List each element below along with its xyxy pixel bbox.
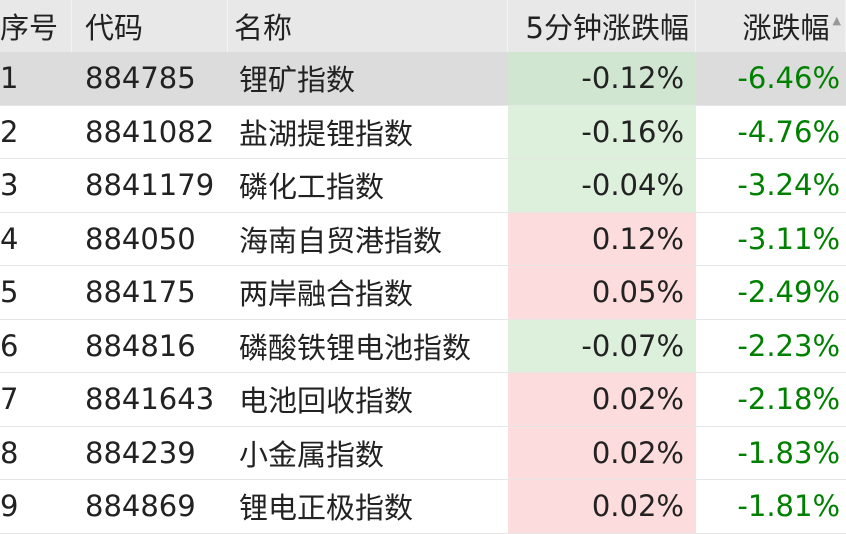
table-row[interactable]: 7 8841643 电池回收指数 0.02% -2.18% <box>0 373 846 427</box>
row-change-5min: 0.05% <box>508 266 696 320</box>
row-code: 8841082 <box>72 106 228 159</box>
row-change-5min: -0.16% <box>508 105 696 159</box>
row-name: 盐湖提锂指数 <box>228 106 508 159</box>
row-change: -1.83% <box>696 427 846 480</box>
row-index: 8 <box>0 427 72 480</box>
header-name[interactable]: 名称 <box>228 0 508 52</box>
row-index: 4 <box>0 213 72 266</box>
row-name: 锂矿指数 <box>228 52 508 106</box>
row-name: 小金属指数 <box>228 427 508 480</box>
row-change: -2.23% <box>696 320 846 373</box>
row-change: -6.46% <box>696 52 846 106</box>
row-code: 884785 <box>72 52 228 106</box>
row-index: 9 <box>0 480 72 534</box>
table-row[interactable]: 5 884175 两岸融合指数 0.05% -2.49% <box>0 266 846 320</box>
header-change-label: 涨跌幅 <box>742 11 830 45</box>
header-index[interactable]: 序号 <box>0 0 72 52</box>
row-index: 3 <box>0 159 72 213</box>
header-change[interactable]: 涨跌幅 ▲ <box>696 0 846 52</box>
row-name: 磷化工指数 <box>228 159 508 213</box>
header-change-5min[interactable]: 5分钟涨跌幅 <box>508 0 696 52</box>
row-code: 8841179 <box>72 159 228 213</box>
table-row[interactable]: 1 884785 锂矿指数 -0.12% -6.46% <box>0 52 846 106</box>
table-row[interactable]: 3 8841179 磷化工指数 -0.04% -3.24% <box>0 159 846 213</box>
row-code: 884050 <box>72 213 228 266</box>
row-change: -3.11% <box>696 213 846 266</box>
row-index: 7 <box>0 373 72 427</box>
row-change-5min: 0.02% <box>508 373 696 427</box>
row-change: -4.76% <box>696 106 846 159</box>
row-change-5min: -0.12% <box>508 52 696 106</box>
row-code: 884816 <box>72 320 228 373</box>
table-row[interactable]: 6 884816 磷酸铁锂电池指数 -0.07% -2.23% <box>0 319 846 373</box>
row-name: 海南自贸港指数 <box>228 213 508 266</box>
row-change-5min: -0.07% <box>508 319 696 373</box>
row-change: -3.24% <box>696 159 846 213</box>
row-code: 884175 <box>72 266 228 320</box>
table-row[interactable]: 2 8841082 盐湖提锂指数 -0.16% -4.76% <box>0 105 846 159</box>
row-change: -2.18% <box>696 373 846 427</box>
table-row[interactable]: 8 884239 小金属指数 0.02% -1.83% <box>0 426 846 480</box>
row-change: -1.81% <box>696 480 846 534</box>
row-change: -2.49% <box>696 266 846 320</box>
row-index: 5 <box>0 266 72 320</box>
row-name: 锂电正极指数 <box>228 480 508 534</box>
row-index: 2 <box>0 106 72 159</box>
row-name: 两岸融合指数 <box>228 266 508 320</box>
row-name: 磷酸铁锂电池指数 <box>228 320 508 373</box>
header-code[interactable]: 代码 <box>72 0 228 52</box>
row-code: 8841643 <box>72 373 228 427</box>
table-header: 序号 代码 名称 5分钟涨跌幅 涨跌幅 ▲ <box>0 0 846 52</box>
row-code: 884869 <box>72 480 228 534</box>
table-row[interactable]: 4 884050 海南自贸港指数 0.12% -3.11% <box>0 212 846 266</box>
row-change-5min: 0.02% <box>508 480 696 534</box>
row-change-5min: -0.04% <box>508 159 696 213</box>
row-code: 884239 <box>72 427 228 480</box>
row-name: 电池回收指数 <box>228 373 508 427</box>
table-row[interactable]: 9 884869 锂电正极指数 0.02% -1.81% <box>0 480 846 534</box>
row-change-5min: 0.12% <box>508 212 696 266</box>
row-change-5min: 0.02% <box>508 426 696 480</box>
row-index: 6 <box>0 320 72 373</box>
row-index: 1 <box>0 52 72 106</box>
sort-ascending-icon: ▲ <box>832 14 841 27</box>
